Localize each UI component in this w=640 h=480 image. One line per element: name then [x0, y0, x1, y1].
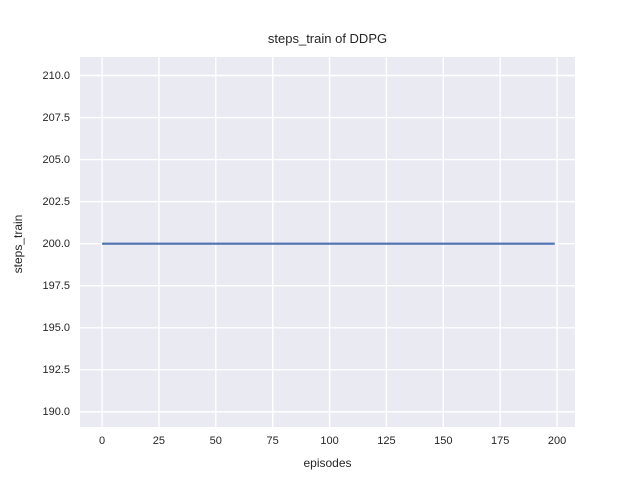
- y-tick-label: 200.0: [42, 237, 70, 250]
- y-tick-label: 195.0: [42, 321, 70, 334]
- x-axis-label: episodes: [303, 456, 352, 470]
- x-tick-label: 200: [547, 435, 567, 447]
- x-tick-label: 125: [377, 435, 396, 447]
- y-tick-label: 197.5: [42, 279, 70, 292]
- plot-canvas: [80, 57, 575, 427]
- x-tick-label: 25: [152, 435, 166, 447]
- x-tick-label: 175: [490, 435, 510, 447]
- y-tick-label: 205.0: [42, 153, 70, 166]
- plot-area: [80, 57, 575, 427]
- x-tick-label: 50: [209, 435, 222, 447]
- chart-title: steps_train of DDPG: [267, 31, 388, 46]
- x-tick-label: 100: [320, 435, 339, 447]
- y-tick-label: 202.5: [42, 195, 70, 208]
- x-tick-label: 150: [434, 435, 453, 447]
- y-tick-label: 190.0: [42, 405, 70, 418]
- y-tick-label: 207.5: [42, 111, 70, 124]
- y-tick-label: 192.5: [42, 363, 70, 376]
- x-tick-label: 0: [99, 435, 106, 447]
- x-tick-label: 75: [266, 435, 279, 447]
- plot-background: [80, 57, 575, 427]
- y-tick-label: 210.0: [42, 69, 70, 82]
